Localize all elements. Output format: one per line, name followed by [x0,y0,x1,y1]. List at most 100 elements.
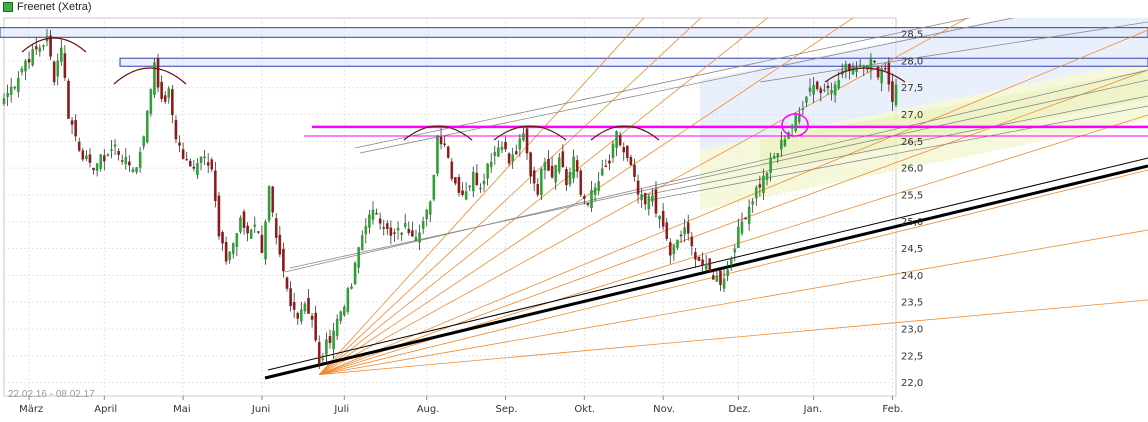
candle-body [679,234,683,237]
candle-body [196,163,199,175]
candle-body [497,147,500,157]
candle-body [532,170,536,184]
candle-body [321,358,325,360]
candle [658,215,661,229]
candle-body [425,209,428,220]
candle-body [457,177,461,193]
candle [590,180,593,213]
candle [719,270,722,292]
candle [92,167,95,175]
candle-body [790,126,794,129]
candle [808,78,812,97]
candle [393,228,396,242]
candle [411,221,414,238]
candle-body [686,222,690,234]
candle-body [210,159,214,170]
candle-body [819,88,823,94]
candle-body [439,136,443,145]
support-line-main [264,164,1148,380]
candle [593,183,597,202]
candle [231,242,235,259]
candle [597,172,600,196]
candle [883,63,887,71]
candle-body [163,95,167,102]
candle [858,59,862,68]
candle [196,158,199,179]
candle-body [206,162,210,166]
candle-body [357,247,360,268]
candle-body [572,156,575,179]
date-range-label: 22.02.16 - 08.02.17 [8,389,95,400]
candle-body [386,223,389,229]
candle-body [568,172,572,185]
y-tick-label: 28,5 [901,30,923,41]
candle [396,221,400,240]
candle-body [189,160,192,167]
x-tick-label: April [94,404,117,415]
candle [446,145,450,159]
candle [801,100,805,116]
candle [214,161,217,208]
candle-body [282,248,285,272]
candle-body [257,231,260,233]
candle-body [626,145,629,158]
candle-body [63,53,67,78]
y-tick-label: 23,5 [901,298,923,309]
candle [661,203,665,231]
mid-zone [119,57,1148,67]
candle [794,112,797,133]
candle-body [866,65,869,70]
fan-line [318,18,769,375]
candle [163,91,167,104]
candle [704,254,708,272]
candle [432,174,436,202]
candle-body [715,275,719,282]
candle-body [421,221,425,229]
pattern-arc [113,67,187,85]
candle-body [719,270,722,285]
candle [615,130,618,156]
candle-body [418,232,421,243]
candle [296,311,300,326]
candle [117,148,120,161]
candle-body [346,288,350,312]
candle [328,329,332,349]
candle [167,86,171,104]
candle-body [364,225,368,235]
candle [722,269,726,293]
candle [106,153,110,157]
candle [81,147,85,162]
candle-body [583,196,586,199]
candle-body [525,128,529,154]
candle-body [758,184,762,188]
candle [608,154,611,171]
candle-body [407,228,411,234]
candle-body [550,165,554,178]
candle-body [869,57,873,71]
candle-body [113,144,117,147]
candle-body [543,162,547,171]
pattern-arc [403,125,473,141]
candle-body [654,189,658,214]
candle [550,156,554,179]
candle [669,238,672,264]
candle-body [325,339,328,355]
candle [414,229,418,242]
candle [34,37,38,55]
channel-line [354,18,971,149]
candle-body [651,195,654,202]
candle-body [296,313,300,319]
candle [486,162,489,186]
candle [160,75,163,103]
candle-body [156,58,160,88]
candle [891,73,894,111]
candle-body [618,134,622,146]
candle [321,353,325,363]
candle-body [249,229,253,239]
candle [758,175,762,197]
candle-body [56,60,60,77]
shaded-zone [700,18,1148,150]
candle [665,218,669,241]
candle [744,217,747,220]
candle [525,126,529,160]
